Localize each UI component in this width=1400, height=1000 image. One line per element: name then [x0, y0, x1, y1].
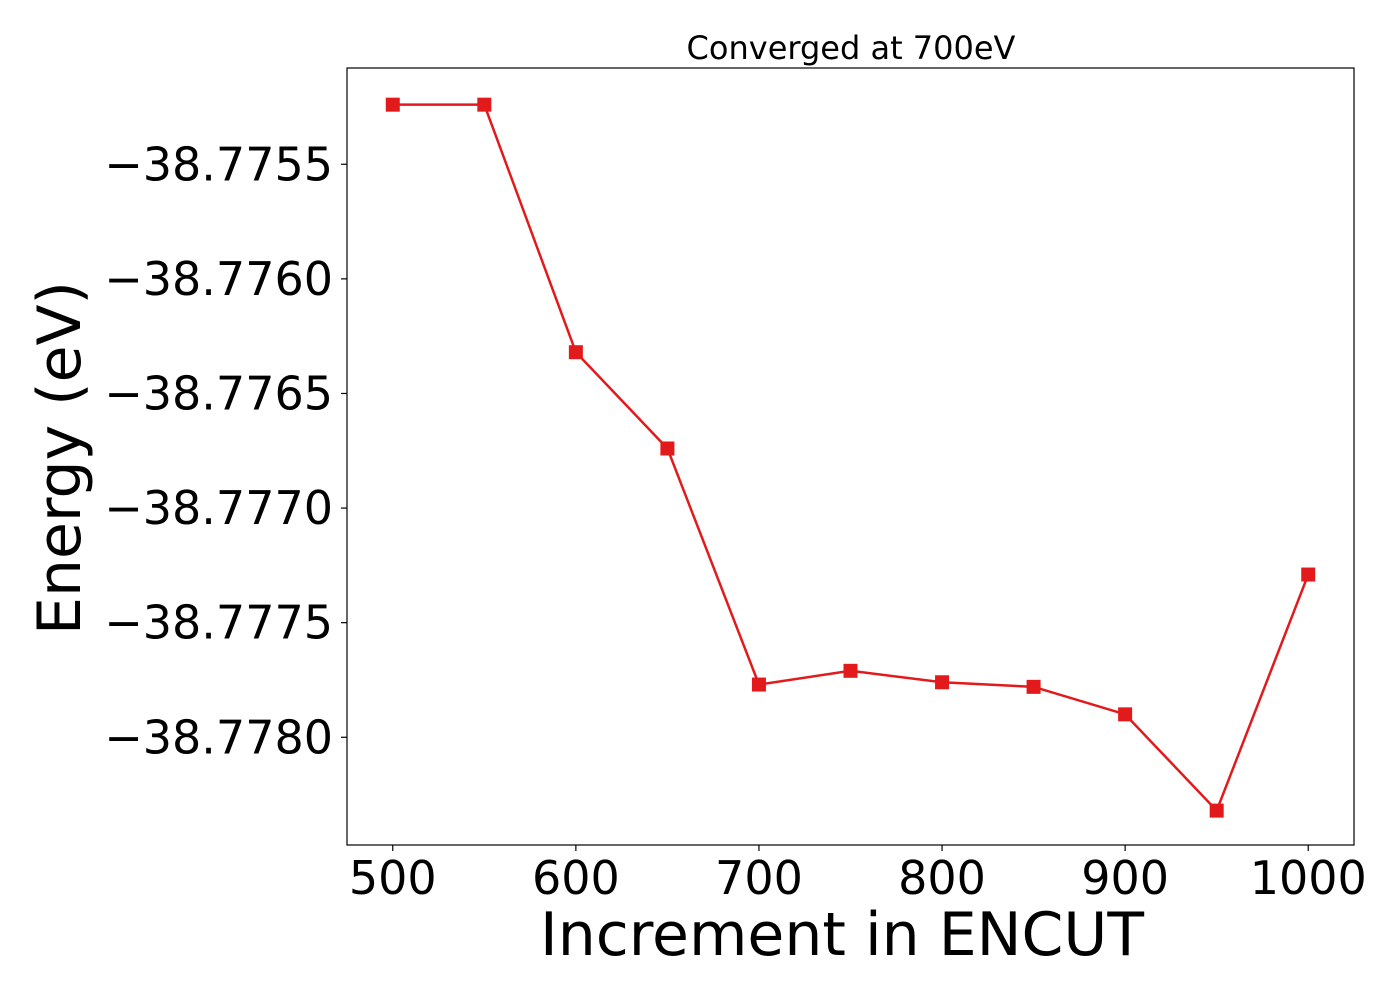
y-axis-label: Energy (eV): [25, 281, 95, 635]
x-axis: 500 600 700 800 900 1000: [349, 845, 1367, 905]
data-point: [660, 441, 675, 456]
data-point: [1026, 679, 1041, 694]
data-point: [1301, 567, 1316, 582]
y-tick-label: −38.7780: [104, 710, 333, 764]
data-point: [477, 97, 492, 112]
x-tick-label: 500: [349, 851, 437, 905]
x-tick-label: 700: [715, 851, 803, 905]
y-tick-label: −38.7770: [104, 481, 333, 535]
data-point: [568, 345, 583, 360]
x-tick-label: 1000: [1250, 851, 1367, 905]
chart-title: Converged at 700eV: [687, 29, 1016, 67]
plot-area: [346, 67, 1355, 846]
y-axis: −38.7755 −38.7760 −38.7765 −38.7770 −38.7775…: [104, 137, 347, 764]
data-point: [1209, 803, 1224, 818]
y-tick-label: −38.7775: [104, 596, 333, 650]
data-point: [751, 677, 766, 692]
y-tick-label: −38.7765: [104, 366, 333, 420]
y-tick-label: −38.7755: [104, 137, 333, 191]
data-point: [843, 663, 858, 678]
series-line: [392, 103, 1310, 813]
plot-frame: [346, 67, 1355, 846]
x-tick-label: 800: [898, 851, 986, 905]
data-point: [385, 97, 400, 112]
x-axis-label: Increment in ENCUT: [540, 900, 1144, 970]
x-tick-label: 600: [532, 851, 620, 905]
series-layer: [385, 97, 1316, 818]
data-point: [1118, 707, 1133, 722]
y-tick-label: −38.7760: [104, 252, 333, 306]
data-point: [935, 675, 950, 690]
x-tick-label: 900: [1081, 851, 1169, 905]
